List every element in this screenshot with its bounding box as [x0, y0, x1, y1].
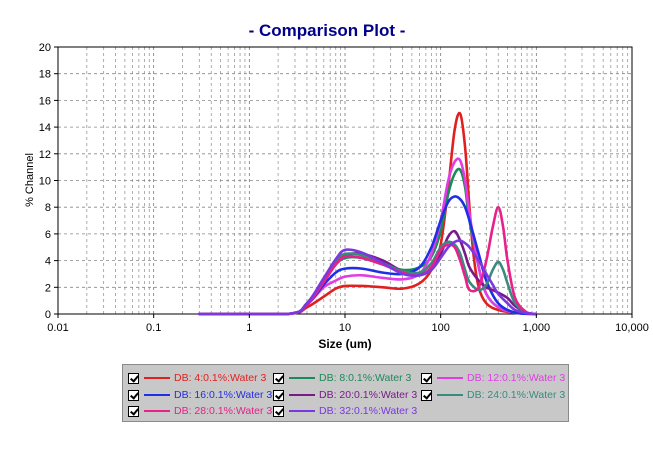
- legend-swatch: [144, 410, 170, 412]
- y-tick-label: 14: [39, 122, 51, 134]
- legend-label: DB: 28:0.1%:Water 3: [174, 405, 273, 417]
- y-tick-label: 20: [39, 42, 51, 54]
- legend-item-7[interactable]: DB: 28:0.1%:Water 3: [128, 403, 272, 419]
- x-tick-label: 0.1: [146, 322, 161, 334]
- legend-swatch: [437, 394, 463, 396]
- legend-label: DB: 32:0.1%:Water 3: [319, 405, 418, 417]
- y-tick-label: 4: [45, 256, 51, 268]
- series-line-8: [198, 239, 538, 316]
- legend-item-2[interactable]: DB: 8:0.1%:Water 3: [273, 370, 411, 386]
- y-tick-label: 6: [45, 229, 51, 241]
- series-layer: [198, 111, 538, 316]
- legend-label: DB: 20:0.1%:Water 3: [319, 389, 418, 401]
- legend-swatch: [289, 377, 315, 379]
- legend: DB: 4:0.1%:Water 3 DB: 8:0.1%:Water 3 DB: …: [122, 364, 569, 422]
- x-tick-label: 10: [339, 322, 351, 334]
- series-line-3: [198, 157, 538, 316]
- axes-labels: 0 2 4 6 8 10 12 14 16 18 20 0.01 0.1 1 10 100 1,000 10,00…: [39, 42, 649, 334]
- y-tick-label: 12: [39, 149, 51, 161]
- series-line-7: [198, 205, 538, 316]
- legend-checkbox[interactable]: [421, 372, 432, 384]
- x-axis-label: Size (um): [318, 337, 371, 351]
- series-line-1: [198, 111, 538, 316]
- legend-swatch: [144, 377, 170, 379]
- legend-checkbox[interactable]: [128, 389, 139, 401]
- y-tick-label: 0: [45, 309, 51, 321]
- x-tick-label: 1: [246, 322, 252, 334]
- legend-checkbox[interactable]: [128, 372, 139, 384]
- legend-label: DB: 8:0.1%:Water 3: [319, 372, 412, 384]
- legend-checkbox[interactable]: [128, 405, 139, 417]
- legend-label: DB: 12:0.1%:Water 3: [467, 372, 566, 384]
- x-tick-label: 1,000: [523, 322, 551, 334]
- legend-label: DB: 24:0.1%:Water 3: [467, 389, 566, 401]
- y-tick-label: 18: [39, 69, 51, 81]
- legend-checkbox[interactable]: [273, 372, 284, 384]
- legend-item-3[interactable]: DB: 12:0.1%:Water 3: [421, 370, 565, 386]
- legend-item-5[interactable]: DB: 20:0.1%:Water 3: [273, 387, 417, 403]
- x-tick-label: 0.01: [47, 322, 68, 334]
- x-tick-label: 10,000: [615, 322, 649, 334]
- legend-checkbox[interactable]: [273, 405, 284, 417]
- y-axis-label: % Channel: [24, 153, 36, 207]
- legend-item-1[interactable]: DB: 4:0.1%:Water 3: [128, 370, 266, 386]
- legend-checkbox[interactable]: [273, 389, 284, 401]
- legend-label: DB: 16:0.1%:Water 3: [174, 389, 273, 401]
- legend-swatch: [144, 394, 170, 396]
- x-tick-label: 100: [431, 322, 449, 334]
- legend-checkbox[interactable]: [421, 389, 432, 401]
- legend-item-6[interactable]: DB: 24:0.1%:Water 3: [421, 387, 565, 403]
- grid-lines: [57, 46, 632, 315]
- chart-title: - Comparison Plot -: [249, 21, 406, 40]
- legend-swatch: [289, 394, 315, 396]
- y-tick-label: 8: [45, 202, 51, 214]
- legend-item-4[interactable]: DB: 16:0.1%:Water 3: [128, 387, 272, 403]
- legend-label: DB: 4:0.1%:Water 3: [174, 372, 267, 384]
- legend-item-8[interactable]: DB: 32:0.1%:Water 3: [273, 403, 417, 419]
- legend-swatch: [437, 377, 463, 379]
- y-tick-label: 10: [39, 176, 51, 188]
- y-tick-label: 16: [39, 95, 51, 107]
- y-tick-label: 2: [45, 282, 51, 294]
- legend-swatch: [289, 410, 315, 412]
